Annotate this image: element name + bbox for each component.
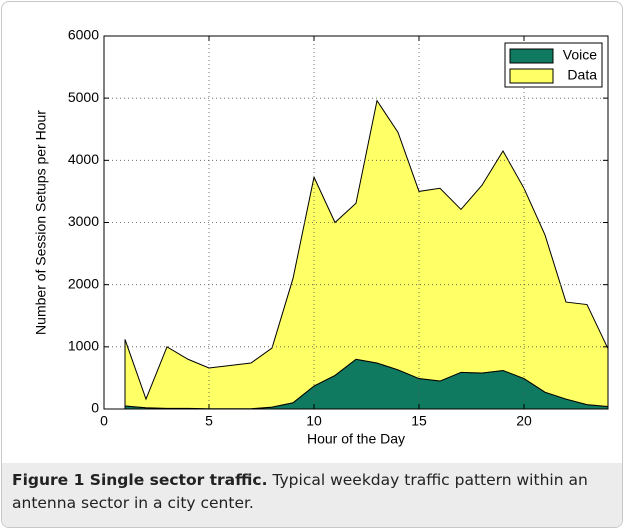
legend-label: Data xyxy=(567,67,597,83)
x-tick-label: 15 xyxy=(411,413,427,429)
caption-text: Typical weekday traffic pattern within a… xyxy=(12,471,588,512)
y-tick-label: 3000 xyxy=(68,213,99,229)
x-tick-label: 5 xyxy=(205,413,213,429)
y-axis-label: Number of Session Setups per Hour xyxy=(33,110,49,335)
x-tick-label: 20 xyxy=(516,413,532,429)
x-tick-label: 0 xyxy=(100,413,108,429)
caption-label: Figure 1 xyxy=(12,471,85,489)
y-tick-label: 0 xyxy=(91,400,99,416)
caption-title: Single sector traffic. xyxy=(89,471,268,489)
y-tick-label: 5000 xyxy=(68,89,99,105)
y-tick-label: 4000 xyxy=(68,151,99,167)
legend-label: Voice xyxy=(563,47,597,63)
caption: Figure 1 Single sector traffic. Typical … xyxy=(2,463,622,527)
legend-swatch xyxy=(509,68,554,84)
x-tick-label: 10 xyxy=(306,413,322,429)
chart: 0 5 10 15 20 0 1000 2000 3000 4000 5000 6000 Hour of… xyxy=(33,27,609,447)
y-tick-label: 2000 xyxy=(68,275,99,291)
legend-swatch xyxy=(509,48,554,64)
y-tick-label: 6000 xyxy=(68,27,99,43)
plot-border xyxy=(103,35,609,410)
y-tick-label: 1000 xyxy=(68,338,99,354)
x-axis-label: Hour of the Day xyxy=(307,431,405,447)
